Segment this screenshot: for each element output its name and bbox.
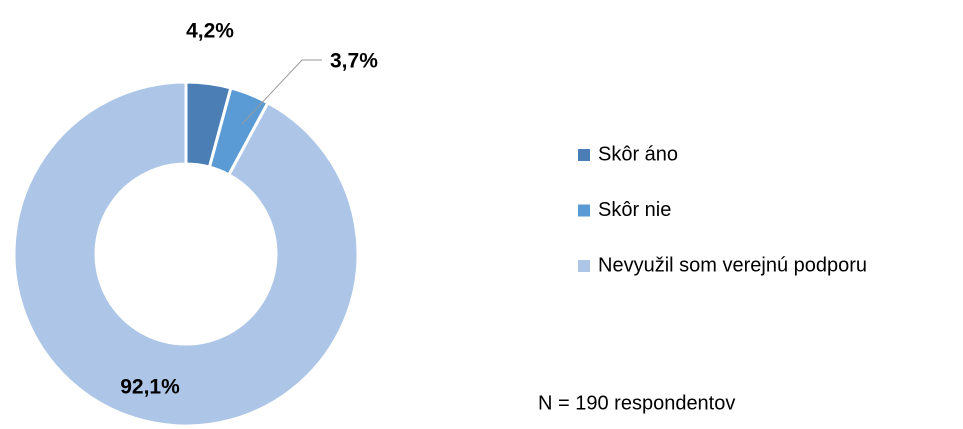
legend-swatch — [578, 204, 590, 217]
leader-line — [241, 59, 322, 125]
donut-segment — [12, 80, 360, 428]
annotation: N = 190 respondentov — [538, 392, 735, 414]
legend-swatch — [578, 260, 590, 272]
data-label: 4,2% — [186, 20, 234, 43]
legend-label: Skôr nie — [598, 199, 671, 221]
legend-swatch — [578, 149, 590, 161]
data-label: 3,7% — [330, 50, 378, 73]
data-label: 92,1% — [120, 376, 180, 399]
legend-label: Nevyužil som verejnú podporu — [598, 254, 867, 276]
legend-label: Skôr áno — [598, 143, 678, 165]
